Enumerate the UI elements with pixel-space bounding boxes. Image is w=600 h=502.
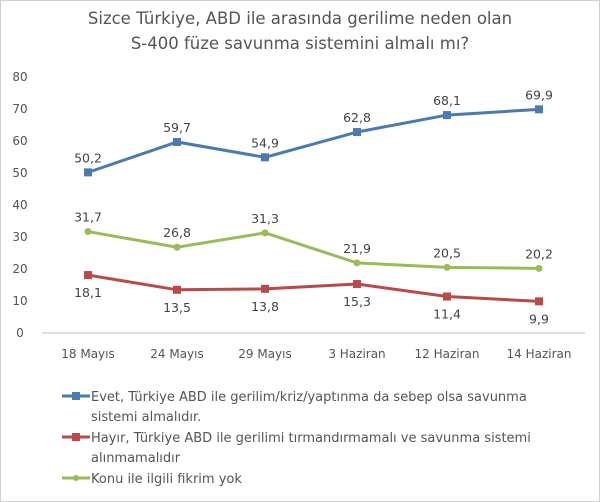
legend-entry-text: alınmamalıdır xyxy=(91,451,181,466)
data-point xyxy=(535,264,543,272)
data-point xyxy=(443,263,451,271)
data-point xyxy=(261,284,269,293)
legend-marker xyxy=(72,392,80,400)
data-label: 11,4 xyxy=(433,307,461,322)
y-tick-label: 10 xyxy=(12,294,27,308)
x-tick-label: 12 Haziran xyxy=(415,347,480,361)
data-label: 13,8 xyxy=(251,299,279,314)
chart-title-line-1: Sizce Türkiye, ABD ile arasında gerilime… xyxy=(88,9,512,28)
data-point xyxy=(535,297,543,306)
x-tick-label: 3 Haziran xyxy=(328,347,385,361)
legend-marker xyxy=(72,433,80,441)
data-point xyxy=(353,259,361,267)
legend-marker xyxy=(73,475,79,481)
data-point xyxy=(173,243,181,251)
y-tick-label: 20 xyxy=(12,262,27,276)
legend-entry-text: sistemi almalıdır. xyxy=(91,410,201,425)
data-label: 68,1 xyxy=(433,93,461,108)
x-tick-label: 14 Haziran xyxy=(507,347,572,361)
legend-entry-text: Evet, Türkiye ABD ile gerilim/kriz/yaptı… xyxy=(91,390,527,405)
y-tick-label: 50 xyxy=(12,166,27,180)
data-point xyxy=(84,228,92,236)
x-tick-label: 29 Mayıs xyxy=(238,347,291,361)
data-label: 20,2 xyxy=(525,246,553,261)
data-label: 31,3 xyxy=(251,211,279,226)
chart-title-line-2: S-400 füze savunma sistemini almalı mı? xyxy=(131,34,469,53)
series-line-0 xyxy=(87,107,540,174)
data-label: 9,9 xyxy=(529,311,549,326)
data-label: 13,5 xyxy=(163,300,191,315)
data-point xyxy=(535,105,543,114)
data-point xyxy=(84,271,92,280)
data-label: 26,8 xyxy=(163,225,191,240)
x-tick-label: 24 Mayıs xyxy=(150,347,203,361)
data-point xyxy=(443,292,451,301)
data-label: 21,9 xyxy=(343,241,371,256)
y-tick-label: 60 xyxy=(12,134,27,148)
data-point xyxy=(173,285,181,294)
data-point xyxy=(353,280,361,289)
y-tick-label: 70 xyxy=(12,102,27,116)
x-tick-label: 18 Mayıs xyxy=(61,347,114,361)
series-line-1 xyxy=(87,273,540,303)
data-label: 31,7 xyxy=(74,210,102,225)
legend-entry-text: Hayır, Türkiye ABD ile gerilimi tırmandı… xyxy=(91,431,531,446)
data-label: 62,8 xyxy=(343,110,371,125)
data-point xyxy=(173,137,181,146)
y-tick-label: 0 xyxy=(16,326,24,340)
y-tick-label: 40 xyxy=(12,198,27,212)
data-point xyxy=(261,229,269,237)
data-label: 15,3 xyxy=(343,294,371,309)
data-point xyxy=(84,168,92,177)
data-label: 50,2 xyxy=(74,150,102,165)
data-point xyxy=(353,128,361,137)
data-label: 18,1 xyxy=(74,285,102,300)
data-label: 54,9 xyxy=(251,135,279,150)
data-point xyxy=(443,111,451,120)
series-line-2 xyxy=(87,230,540,270)
data-label: 20,5 xyxy=(433,245,461,260)
data-label: 69,9 xyxy=(525,87,553,102)
y-tick-label: 80 xyxy=(12,70,27,84)
legend-entry-text: Konu ile ilgili fikrim yok xyxy=(91,472,242,487)
y-tick-label: 30 xyxy=(12,230,27,244)
data-point xyxy=(261,153,269,162)
data-label: 59,7 xyxy=(163,120,191,135)
